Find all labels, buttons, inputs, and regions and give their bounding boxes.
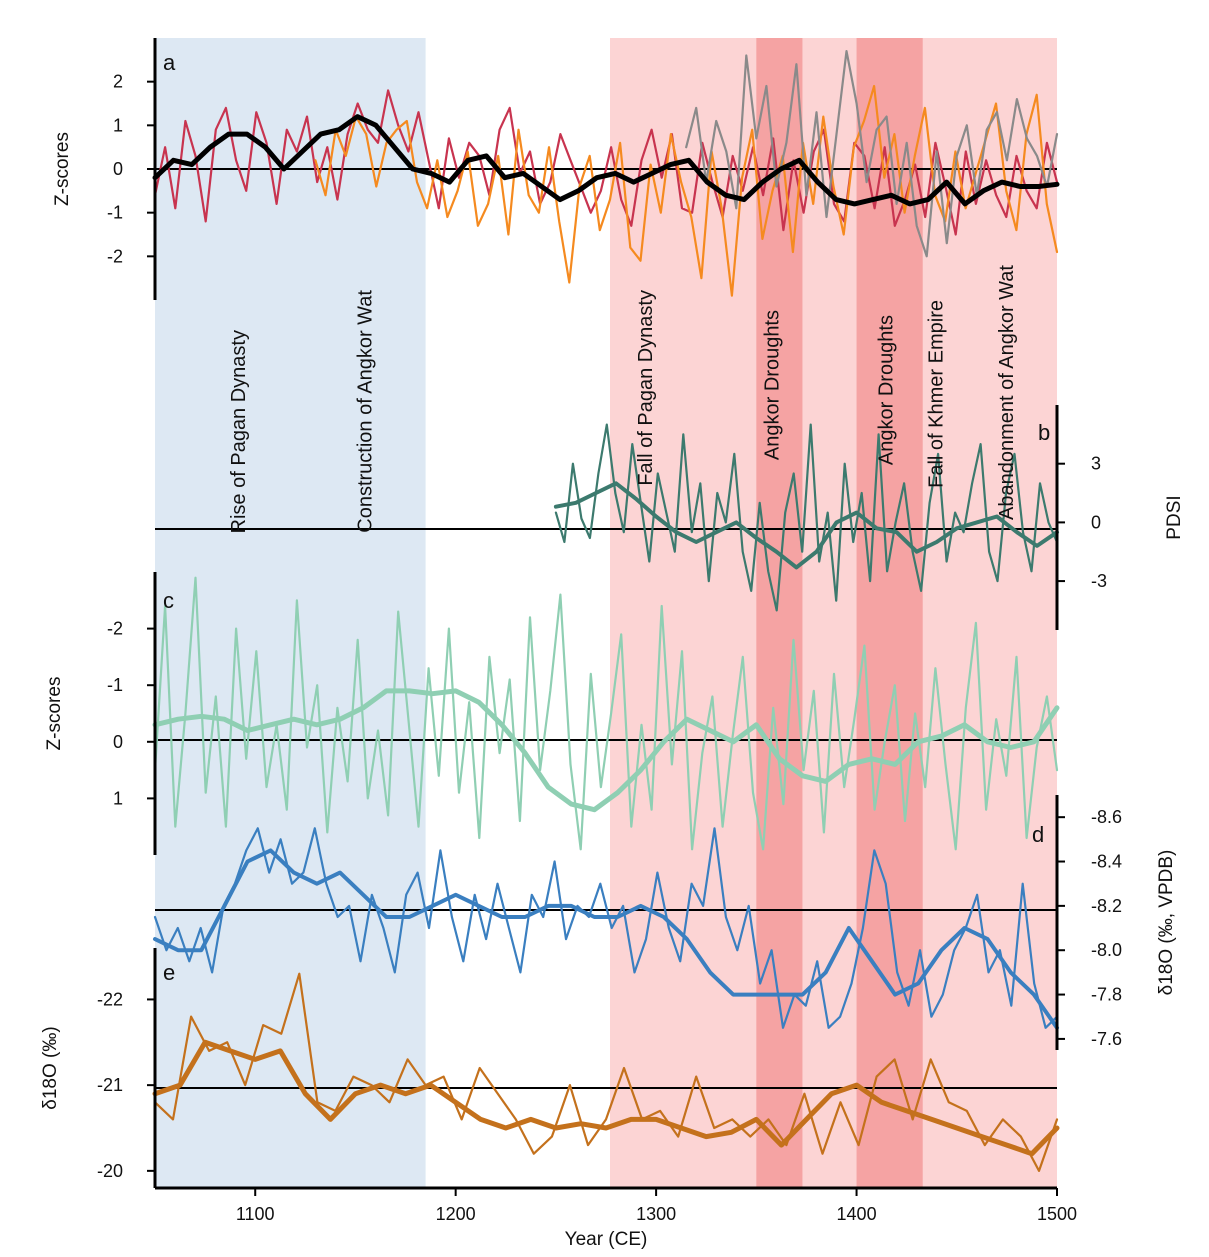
event-label-3: Fall of Pagan Dynasty xyxy=(635,290,657,486)
y-tick-label-e: -20 xyxy=(97,1161,123,1181)
event-label-1: Rise of Pagan Dynasty xyxy=(228,330,250,533)
x-tick-label: 1500 xyxy=(1037,1204,1077,1224)
panel-letter-c: c xyxy=(163,588,174,613)
x-axis-title: Year (CE) xyxy=(565,1229,648,1250)
event-label-7: Abandonment of Angkor Wat xyxy=(996,265,1018,520)
shaded-period-1 xyxy=(155,38,426,1188)
y-tick-label-c: -2 xyxy=(107,619,123,639)
paleoclimate-chart: 2 1 0 -1 -2 a Z-scores 3 0 -3 b PDSI -2 -1 0 1 c Z-scores… xyxy=(0,0,1209,1257)
y-tick-label-d: -8.4 xyxy=(1091,852,1122,872)
y-tick-label-b: 3 xyxy=(1091,454,1101,474)
x-tick-label: 1300 xyxy=(636,1204,676,1224)
axis-title-c: Z-scores xyxy=(44,677,65,751)
y-tick-label-a: 2 xyxy=(113,72,123,92)
y-tick-label-d: -7.6 xyxy=(1091,1029,1122,1049)
x-tick-label: 1400 xyxy=(837,1204,877,1224)
y-tick-label-b: 0 xyxy=(1091,512,1101,532)
y-tick-label-d: -8.2 xyxy=(1091,896,1122,916)
axis-title-e: δ18O (‰) xyxy=(40,1026,61,1109)
y-tick-label-a: 0 xyxy=(113,159,123,179)
y-tick-label-d: -7.8 xyxy=(1091,985,1122,1005)
panel-letter-b: b xyxy=(1038,420,1050,445)
axis-title-d: δ18O (‰, VPDB) xyxy=(1156,850,1177,996)
panel-letter-a: a xyxy=(163,50,176,75)
y-tick-label-b: -3 xyxy=(1091,571,1107,591)
x-tick-label: 1100 xyxy=(236,1204,275,1224)
y-tick-label-c: -1 xyxy=(107,675,123,695)
event-label-2: Construction of Angkor Wat xyxy=(354,290,376,533)
axis-title-a: Z-scores xyxy=(52,132,73,206)
y-tick-label-c: 1 xyxy=(113,788,123,808)
y-tick-label-e: -22 xyxy=(97,989,123,1009)
x-tick-label: 1200 xyxy=(436,1204,476,1224)
event-label-4: Angkor Droughts xyxy=(761,310,783,460)
shaded-period-4 xyxy=(857,38,923,1188)
y-tick-label-d: -8.0 xyxy=(1091,940,1122,960)
panel-letter-e: e xyxy=(163,960,175,985)
y-tick-label-c: 0 xyxy=(113,732,123,752)
y-tick-label-a: -2 xyxy=(107,246,123,266)
axis-title-b: PDSI xyxy=(1164,495,1185,539)
event-label-5: Angkor Droughts xyxy=(876,315,898,465)
shaded-period-2 xyxy=(610,38,1057,1188)
panel-letter-d: d xyxy=(1032,822,1044,847)
y-tick-label-a: -1 xyxy=(107,203,123,223)
y-tick-label-e: -21 xyxy=(97,1075,123,1095)
y-tick-label-d: -8.6 xyxy=(1091,807,1122,827)
y-tick-label-a: 1 xyxy=(113,115,123,135)
shaded-period-3 xyxy=(756,38,802,1188)
event-label-6: Fall of Khmer Empire xyxy=(926,300,948,488)
